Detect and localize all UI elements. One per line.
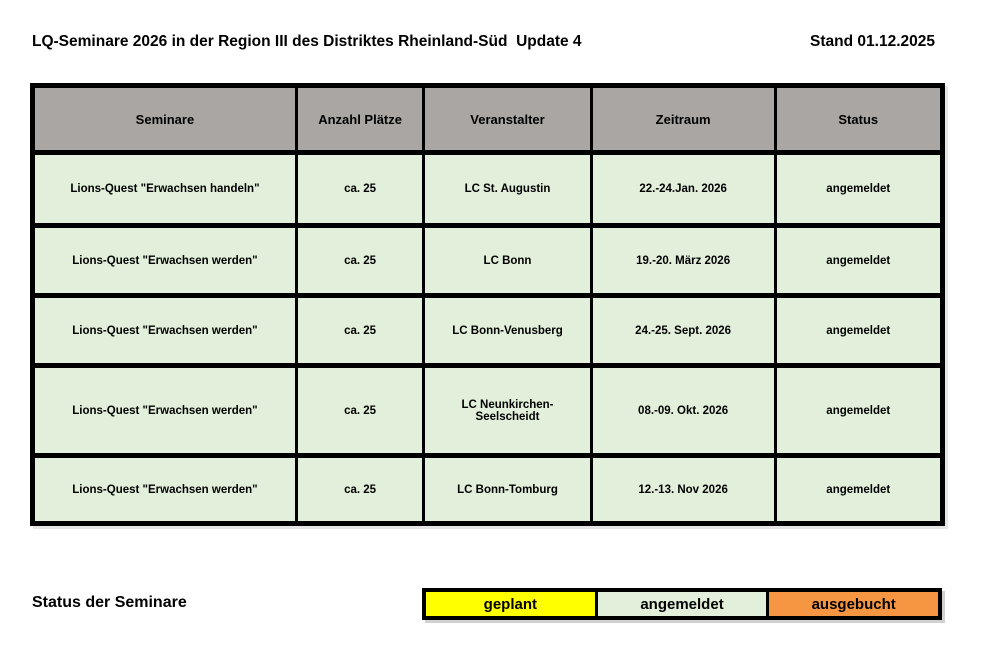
column-header-seminare: Seminare [31,83,298,155]
cell-veranstalter: LC Bonn [422,223,593,298]
column-header-veranstalter: Veranstalter [422,83,593,155]
legend-item-geplant: geplant [426,592,595,616]
table-header-row: Seminare Anzahl Plätze Veranstalter Zeit… [31,83,945,155]
table-row: Lions-Quest "Erwachsen werden" ca. 25 LC… [31,453,945,526]
cell-veranstalter: LC Bonn-Tomburg [422,453,593,526]
cell-plaetze: ca. 25 [294,223,426,298]
cell-seminar: Lions-Quest "Erwachsen handeln" [31,150,298,228]
legend-title: Status der Seminare [32,594,187,611]
stand-date: Stand 01.12.2025 [810,33,935,50]
cell-plaetze: ca. 25 [294,453,426,526]
table-row: Lions-Quest "Erwachsen handeln" ca. 25 L… [31,150,945,228]
cell-veranstalter: LC St. Augustin [422,150,593,228]
table-row: Lions-Quest "Erwachsen werden" ca. 25 LC… [31,223,945,298]
column-header-status: Status [773,83,945,155]
legend-item-ausgebucht: ausgebucht [766,592,939,616]
cell-veranstalter: LC Bonn-Venusberg [422,293,593,368]
table-row: Lions-Quest "Erwachsen werden" ca. 25 LC… [31,363,945,458]
cell-zeitraum: 22.-24.Jan. 2026 [589,150,777,228]
cell-plaetze: ca. 25 [294,363,426,458]
page-title: LQ-Seminare 2026 in der Region III des D… [32,33,582,50]
cell-status: angemeldet [773,150,945,228]
cell-seminar: Lions-Quest "Erwachsen werden" [31,223,298,298]
cell-seminar: Lions-Quest "Erwachsen werden" [31,363,298,458]
cell-veranstalter: LC Neunkirchen-Seelscheidt [422,363,593,458]
cell-status: angemeldet [773,223,945,298]
cell-seminar: Lions-Quest "Erwachsen werden" [31,293,298,368]
cell-status: angemeldet [773,363,945,458]
cell-zeitraum: 24.-25. Sept. 2026 [589,293,777,368]
seminar-table: Seminare Anzahl Plätze Veranstalter Zeit… [30,83,945,526]
column-header-zeitraum: Zeitraum [589,83,777,155]
cell-zeitraum: 08.-09. Okt. 2026 [589,363,777,458]
legend-item-angemeldet: angemeldet [594,592,767,616]
cell-status: angemeldet [773,293,945,368]
status-legend: geplant angemeldet ausgebucht [422,588,942,620]
cell-zeitraum: 12.-13. Nov 2026 [589,453,777,526]
title-bar: LQ-Seminare 2026 in der Region III des D… [32,33,935,51]
column-header-anzahl-plaetze: Anzahl Plätze [294,83,426,155]
cell-status: angemeldet [773,453,945,526]
cell-zeitraum: 19.-20. März 2026 [589,223,777,298]
cell-plaetze: ca. 25 [294,150,426,228]
table-row: Lions-Quest "Erwachsen werden" ca. 25 LC… [31,293,945,368]
cell-seminar: Lions-Quest "Erwachsen werden" [31,453,298,526]
cell-plaetze: ca. 25 [294,293,426,368]
